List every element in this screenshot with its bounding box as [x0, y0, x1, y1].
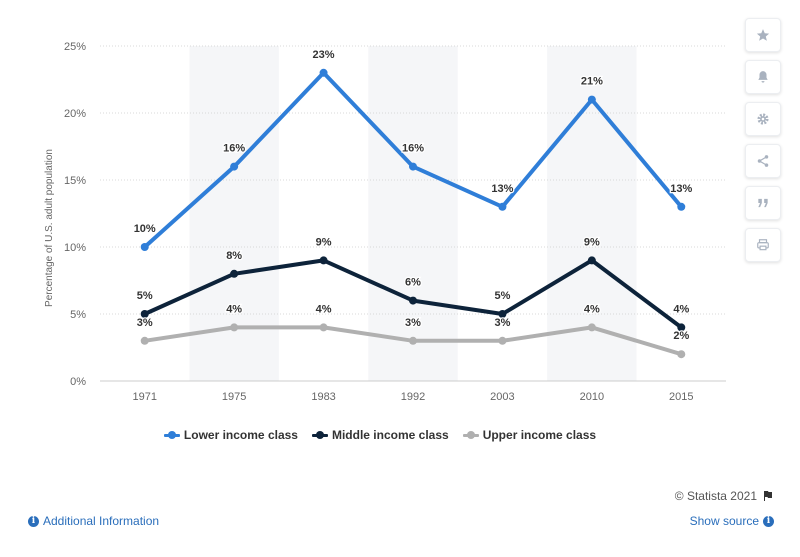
data-label: 23%: [313, 49, 335, 61]
x-tick-label: 2003: [490, 391, 514, 403]
data-point[interactable]: [587, 95, 596, 104]
chart-toolbar: [745, 18, 781, 262]
data-label: 4%: [226, 303, 242, 315]
legend-label-upper-income: Upper income class: [482, 428, 597, 442]
data-labels: 3% 4% 4% 3% 3% 4% 2% 5% 8% 9% 6% 5% 9% 4% 10% 16% 23% 16%…: [132, 48, 693, 344]
data-label: 10%: [134, 223, 156, 235]
info-icon: i: [763, 515, 774, 527]
data-point[interactable]: [230, 162, 239, 171]
data-label: 5%: [137, 290, 153, 302]
series-points: [140, 68, 686, 359]
chart-legend: Lower income class Middle income class U…: [0, 428, 760, 442]
copyright-text: © Statista 2021: [674, 489, 757, 503]
gear-icon: [757, 113, 769, 125]
legend-swatch-lower-income: [163, 430, 180, 440]
data-label: 6%: [405, 277, 421, 289]
legend-label-lower-income: Lower income class: [183, 428, 298, 442]
data-label: 13%: [670, 183, 692, 195]
y-tick-label: 20%: [64, 108, 86, 120]
data-label: 8%: [226, 250, 242, 262]
data-label: 2%: [673, 330, 689, 342]
data-point[interactable]: [140, 243, 149, 251]
data-label: 5%: [494, 290, 510, 302]
data-label: 3%: [137, 317, 153, 329]
data-point[interactable]: [498, 336, 507, 345]
print-button[interactable]: [745, 228, 781, 262]
data-label: 4%: [673, 303, 689, 315]
alternating-bands: [189, 46, 637, 381]
legend-item-lower-income[interactable]: Lower income class: [163, 428, 298, 442]
star-icon: [756, 29, 770, 41]
y-tick-label: 0%: [70, 376, 86, 388]
x-tick-label: 2010: [580, 391, 604, 403]
legend-item-upper-income[interactable]: Upper income class: [462, 428, 597, 442]
legend-swatch-middle-income: [311, 430, 328, 440]
x-tick-label: 2015: [669, 391, 693, 403]
data-point[interactable]: [319, 256, 328, 265]
data-point[interactable]: [230, 323, 239, 332]
data-point[interactable]: [140, 310, 149, 318]
x-tick-label: 1992: [401, 391, 425, 403]
flag-icon[interactable]: [762, 490, 774, 502]
share-icon: [757, 155, 769, 167]
show-source-link[interactable]: Show source i: [690, 514, 774, 528]
legend-item-middle-income[interactable]: Middle income class: [311, 428, 449, 442]
data-point[interactable]: [319, 68, 328, 77]
share-button[interactable]: [745, 144, 781, 178]
bell-icon: [758, 71, 768, 83]
y-tick-label: 15%: [64, 175, 86, 187]
copyright: © Statista 2021: [675, 489, 774, 503]
data-label: 4%: [316, 303, 332, 315]
data-label: 3%: [405, 317, 421, 329]
data-label: 3%: [494, 317, 510, 329]
x-tick-label: 1983: [311, 391, 335, 403]
info-icon: i: [28, 515, 39, 527]
x-tick-label: 1975: [222, 391, 246, 403]
data-point[interactable]: [319, 323, 328, 332]
additional-information-link[interactable]: i Additional Information: [28, 514, 159, 528]
data-point[interactable]: [677, 323, 686, 332]
gridlines: [100, 45, 726, 382]
cite-button[interactable]: [745, 186, 781, 220]
data-point[interactable]: [587, 323, 596, 332]
data-label: 9%: [584, 236, 600, 248]
notification-button[interactable]: [745, 60, 781, 94]
data-point[interactable]: [498, 202, 507, 211]
y-tick-label: 10%: [64, 242, 86, 254]
data-point[interactable]: [677, 350, 686, 359]
data-point[interactable]: [140, 336, 149, 345]
additional-information-label: Additional Information: [43, 514, 160, 528]
data-label: 4%: [584, 303, 600, 315]
show-source-label: Show source: [689, 514, 759, 528]
print-icon: [757, 239, 769, 251]
band-1992: [368, 46, 458, 381]
data-point[interactable]: [498, 310, 507, 318]
data-point[interactable]: [409, 296, 417, 305]
data-label: 16%: [402, 143, 424, 155]
legend-label-middle-income: Middle income class: [331, 428, 449, 442]
x-tick-label: 1971: [132, 391, 156, 403]
y-axis-title: Percentage of U.S. adult population: [44, 149, 55, 307]
favorite-button[interactable]: [745, 18, 781, 52]
data-label: 16%: [223, 143, 245, 155]
x-axis-ticks: 1971 1975 1983 1992 2003 2010 2015: [132, 391, 693, 403]
data-label: 21%: [581, 76, 603, 88]
settings-button[interactable]: [745, 102, 781, 136]
data-point[interactable]: [409, 162, 417, 171]
legend-swatch-upper-income: [462, 430, 479, 440]
data-label: 13%: [491, 183, 513, 195]
y-axis-ticks: 0% 5% 10% 15% 20% 25%: [64, 41, 86, 388]
data-point[interactable]: [230, 269, 239, 278]
quote-icon: [758, 198, 768, 208]
y-tick-label: 25%: [64, 41, 86, 53]
data-label: 9%: [316, 236, 332, 248]
data-point[interactable]: [587, 256, 596, 265]
data-point[interactable]: [677, 202, 686, 211]
y-tick-label: 5%: [70, 309, 86, 321]
data-point[interactable]: [409, 336, 417, 345]
